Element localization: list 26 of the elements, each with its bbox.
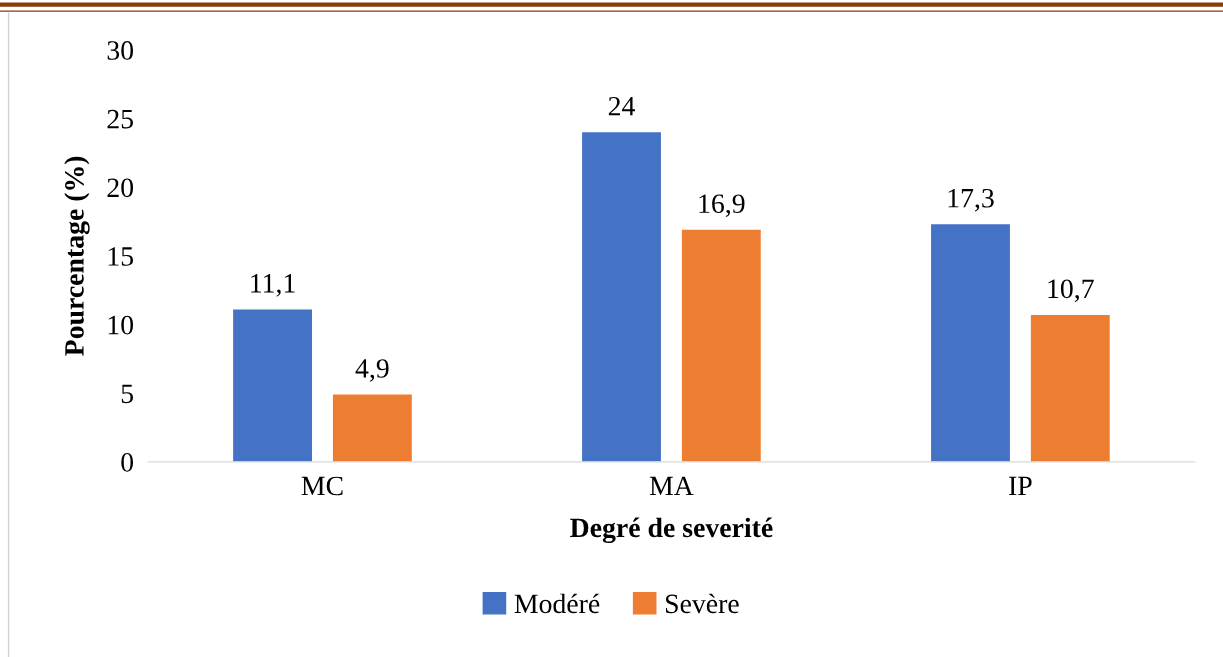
y-tick-label: 5 (121, 384, 134, 404)
bar (681, 229, 761, 462)
bar (1030, 314, 1110, 462)
legend-label: Sevère (665, 593, 739, 614)
y-axis-title: Pourcentage (%) (64, 156, 90, 356)
data-label: 24 (608, 96, 635, 116)
bar (931, 224, 1010, 462)
data-label: 16,9 (699, 194, 745, 218)
y-tick-label: 25 (107, 109, 134, 129)
data-label: 10,7 (1048, 279, 1094, 303)
bar (332, 394, 412, 462)
data-label: 17,3 (948, 188, 994, 212)
bar (233, 309, 312, 462)
x-tick-label: MA (649, 476, 694, 496)
data-label: 4,9 (355, 359, 389, 382)
y-tick-label: 20 (107, 178, 134, 198)
y-tick-label: 15 (108, 247, 134, 266)
y-tick-label: 30 (107, 41, 134, 60)
legend-label: Modéré (514, 593, 600, 614)
x-axis-title: Degré de severité (570, 517, 773, 544)
y-tick-label: 0 (121, 453, 134, 472)
bar (582, 132, 661, 462)
x-tick-label: IP (1009, 476, 1032, 496)
y-tick-label: 10 (108, 315, 134, 335)
data-label: 11,1 (251, 274, 295, 297)
x-tick-label: MC (301, 476, 343, 496)
